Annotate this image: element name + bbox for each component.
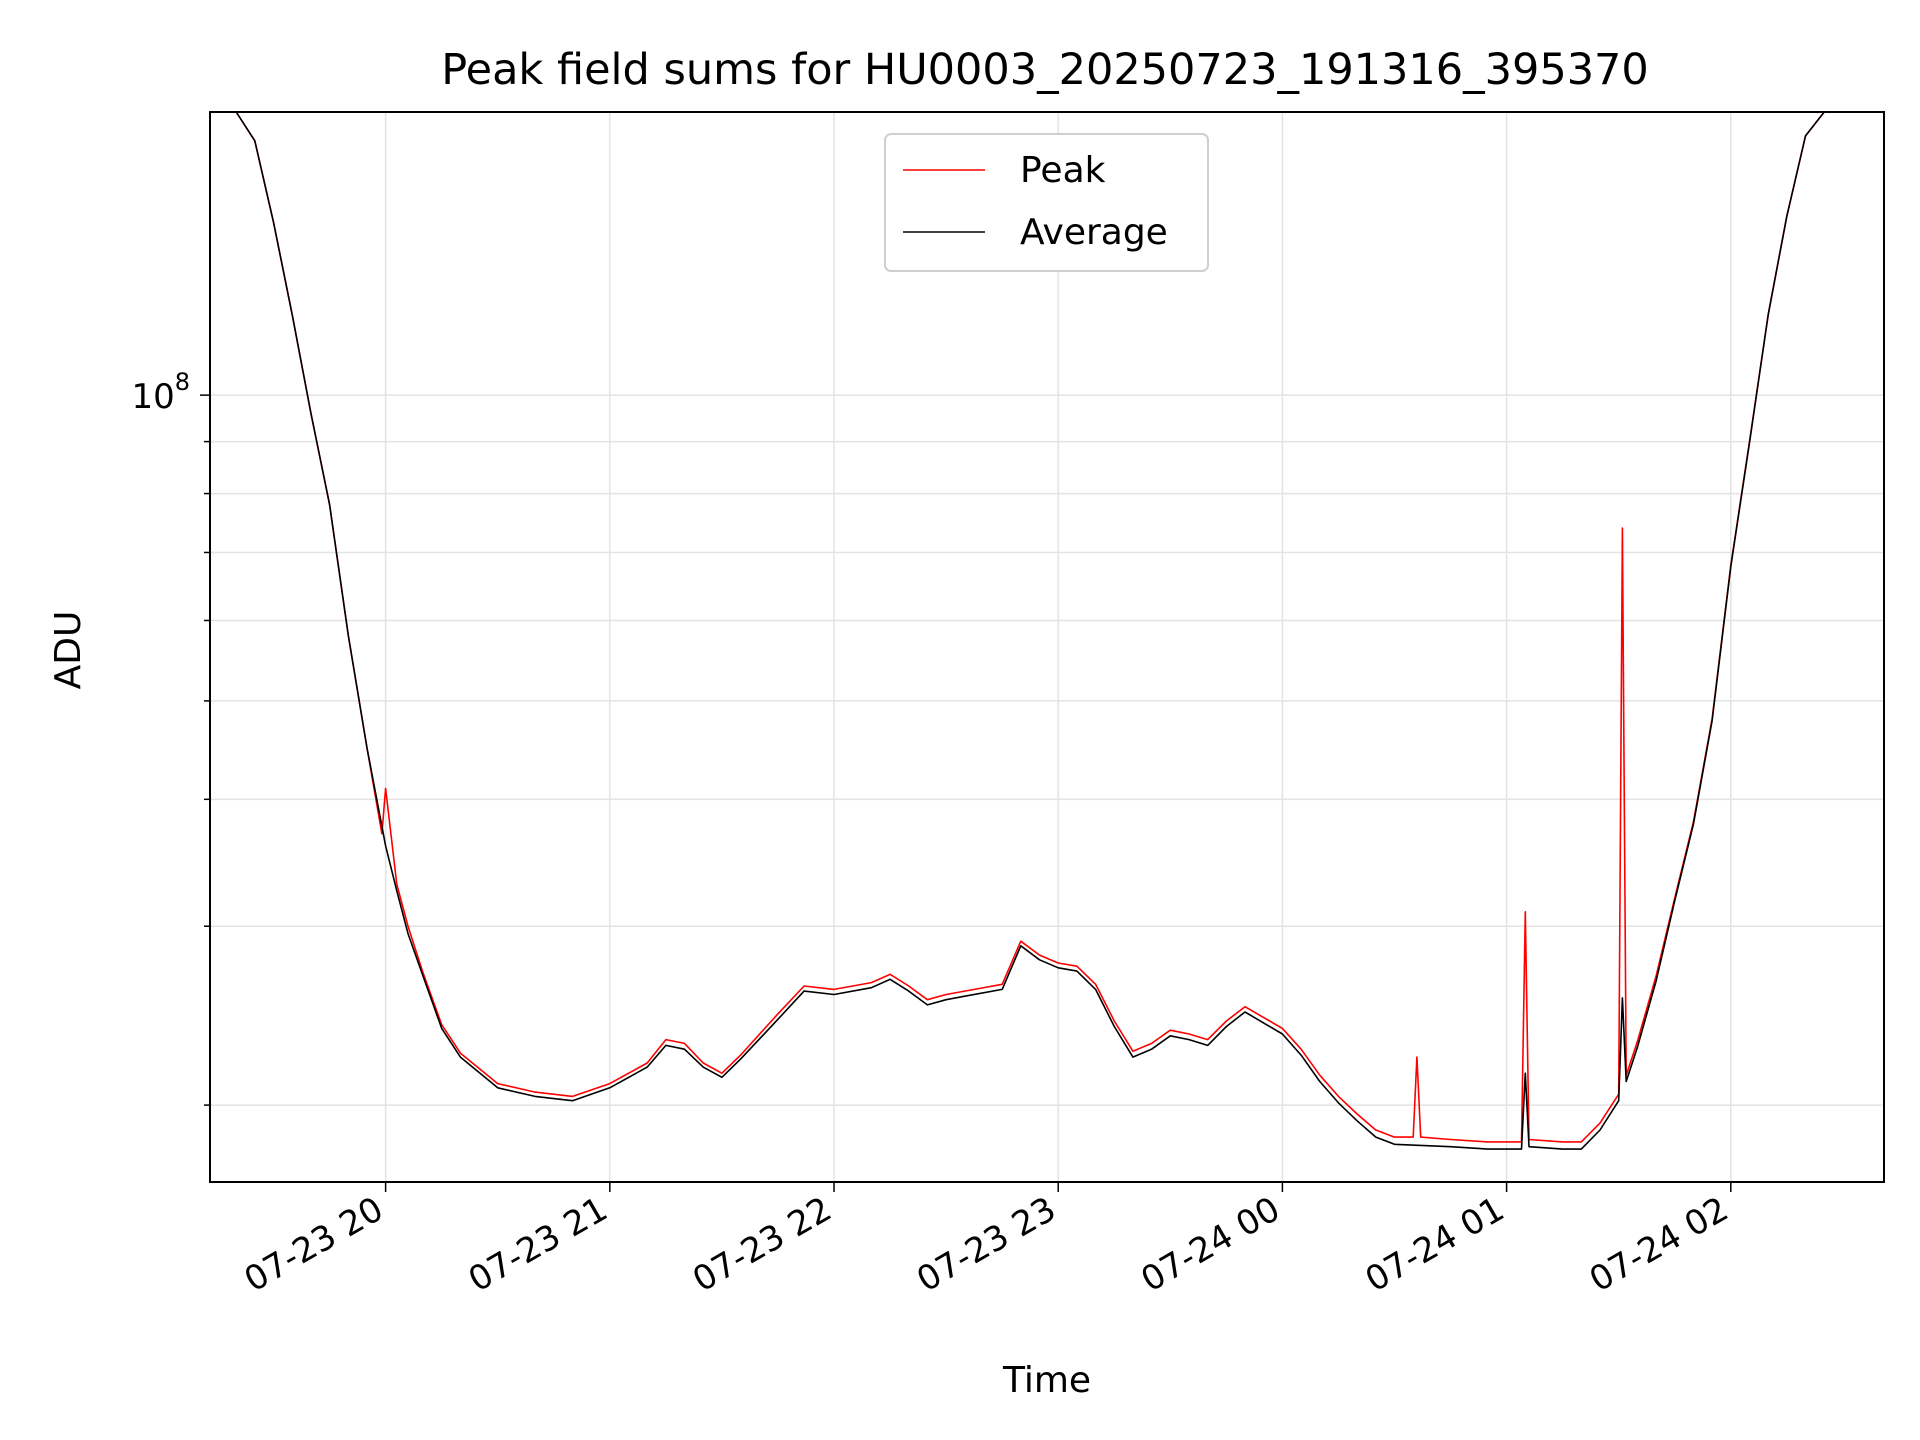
x-tick-label: 07-23 20 — [238, 1189, 390, 1300]
series-line-average — [210, 111, 1884, 1150]
x-tick-label: 07-23 22 — [686, 1189, 838, 1300]
legend-box — [884, 133, 1209, 272]
x-tick-label: 07-24 02 — [1583, 1189, 1735, 1300]
series-line-peak — [210, 111, 1884, 1143]
y-axis: 108 — [131, 368, 210, 1106]
legend: Peak Average — [884, 133, 1209, 272]
grid — [210, 112, 1884, 1182]
x-tick-label: 07-24 01 — [1359, 1189, 1511, 1300]
x-axis-label: Time — [1002, 1360, 1091, 1401]
legend-peak-label: Peak — [1020, 150, 1106, 191]
x-axis: 07-23 20 07-23 21 07-23 22 07-23 23 07-24 00… — [238, 1182, 1735, 1300]
x-tick-label: 07-23 23 — [910, 1189, 1062, 1300]
plot-area — [210, 111, 1884, 1150]
y-tick-label: 108 — [131, 368, 190, 417]
x-tick-label: 07-23 21 — [462, 1189, 614, 1300]
y-tick-label-exponent: 8 — [175, 368, 190, 396]
x-tick-label: 07-24 00 — [1135, 1189, 1287, 1300]
chart-title: Peak field sums for HU0003_20250723_1913… — [441, 45, 1649, 95]
y-axis-label: ADU — [48, 611, 89, 690]
axes-frame — [209, 111, 1885, 1183]
legend-average-label: Average — [1020, 212, 1168, 253]
